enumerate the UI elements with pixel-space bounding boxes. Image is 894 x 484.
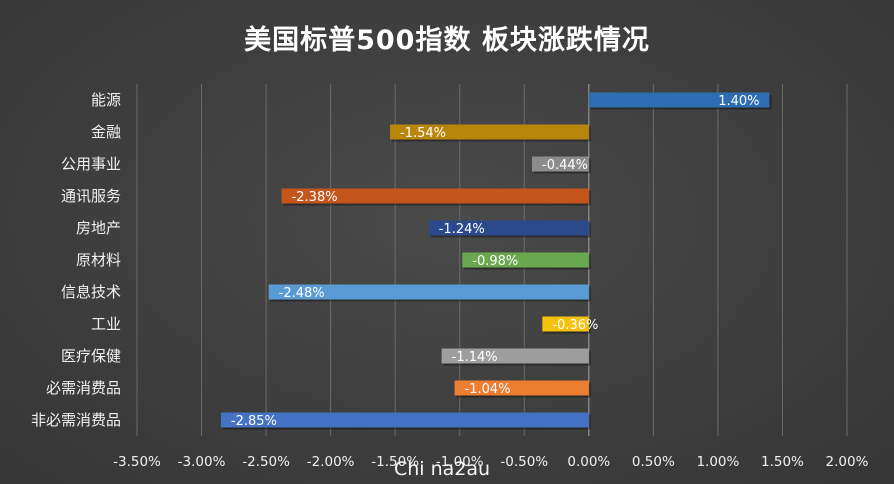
x-tick-label: -2.50% — [242, 454, 290, 470]
data-label: -1.54% — [400, 126, 446, 141]
bar — [268, 284, 589, 300]
bar — [390, 124, 589, 140]
x-tick-label: -0.50% — [500, 454, 548, 470]
category-label: 必需消费品 — [46, 379, 121, 397]
x-tick-label: 2.00% — [826, 454, 869, 470]
data-label: 1.40% — [718, 94, 759, 109]
bar — [428, 220, 589, 236]
x-tick-label: 0.50% — [632, 454, 675, 470]
watermark-text: Chi na2au — [394, 458, 491, 480]
category-label: 信息技术 — [61, 283, 121, 301]
x-tick-label: -3.00% — [178, 454, 226, 470]
x-tick-label: 1.50% — [761, 454, 804, 470]
bar — [441, 348, 589, 364]
category-label: 能源 — [91, 91, 121, 109]
x-tick-label: -3.50% — [113, 454, 161, 470]
category-label: 非必需消费品 — [31, 411, 121, 429]
bar — [281, 188, 589, 204]
x-tick-label: -1.00% — [436, 454, 484, 470]
bar — [542, 316, 589, 332]
bar — [588, 92, 770, 108]
category-label: 原材料 — [76, 251, 121, 269]
bar — [454, 380, 589, 396]
bar — [532, 156, 589, 172]
bar — [462, 252, 589, 268]
x-tick-label: -1.50% — [371, 454, 419, 470]
data-label: -1.04% — [465, 382, 511, 397]
x-tick-label: 1.00% — [696, 454, 739, 470]
data-label: -2.38% — [292, 190, 338, 205]
data-label: -2.48% — [279, 286, 325, 301]
chart-title: 美国标普500指数 板块涨跌情况 — [244, 25, 650, 56]
category-label: 通讯服务 — [61, 187, 121, 205]
x-tick-label: 0.00% — [567, 454, 610, 470]
data-label: -0.98% — [472, 254, 518, 269]
data-label: -1.14% — [452, 350, 498, 365]
data-label: -0.44% — [542, 158, 588, 173]
data-label: -1.24% — [439, 222, 485, 237]
bar — [220, 412, 589, 428]
category-label: 金融 — [91, 123, 121, 141]
data-label: -2.85% — [231, 414, 277, 429]
category-label: 公用事业 — [61, 155, 121, 173]
x-tick-label: -2.00% — [307, 454, 355, 470]
category-label: 房地产 — [76, 219, 121, 237]
category-label: 医疗保健 — [61, 347, 121, 365]
category-label: 工业 — [91, 315, 121, 333]
data-label: -0.36% — [552, 318, 598, 333]
